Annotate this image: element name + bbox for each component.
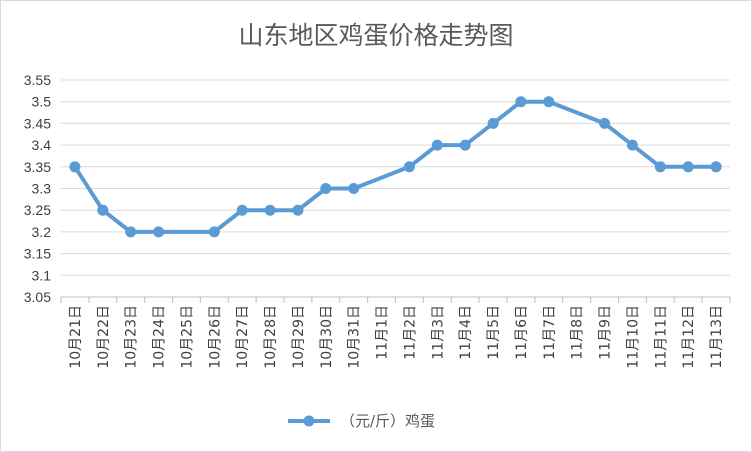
x-tick-label: 11月7日 <box>542 305 558 360</box>
legend-marker-swatch <box>303 415 315 427</box>
x-tick-label: 10月25日 <box>179 305 195 369</box>
data-point-marker <box>459 139 471 151</box>
x-tick-label: 10月30日 <box>319 305 335 369</box>
x-axis-tick-labels: 10月21日 10月22日 10月23日 10月24日 10月25日 10月26日 10月2… <box>68 305 725 369</box>
data-point-marker <box>236 204 248 216</box>
data-point-marker <box>682 161 694 173</box>
data-point-marker <box>626 139 638 151</box>
y-tick-label: 3.5 <box>32 94 52 110</box>
x-tick-label: 11月8日 <box>570 305 586 360</box>
data-point-marker <box>153 226 165 238</box>
data-point-marker <box>292 204 304 216</box>
data-point-marker <box>654 161 666 173</box>
data-point-marker <box>487 117 499 129</box>
x-tick-label: 11月2日 <box>402 305 418 360</box>
x-tick-label: 11月6日 <box>514 305 530 360</box>
x-tick-label: 10月24日 <box>152 305 168 369</box>
y-tick-label: 3.35 <box>24 159 51 175</box>
data-point-marker <box>431 139 443 151</box>
data-point-marker <box>208 226 220 238</box>
x-tick-label: 10月31日 <box>347 305 363 369</box>
x-tick-label: 10月26日 <box>207 305 223 369</box>
x-tick-label: 11月11日 <box>653 305 669 369</box>
data-point-marker <box>125 226 137 238</box>
y-tick-label: 3.45 <box>24 115 51 131</box>
x-tick-label: 10月21日 <box>68 305 84 369</box>
x-tick-label: 11月1日 <box>375 305 391 360</box>
x-tick-label: 11月4日 <box>458 305 474 360</box>
y-tick-label: 3.3 <box>32 181 52 197</box>
data-point-marker <box>264 204 276 216</box>
data-point-marker <box>69 161 81 173</box>
legend: （元/斤）鸡蛋 <box>288 412 435 430</box>
y-tick-label: 3.55 <box>24 72 51 88</box>
x-tick-label: 11月5日 <box>486 305 502 360</box>
grid-lines <box>61 79 730 276</box>
x-tick-label: 10月29日 <box>291 305 307 369</box>
x-tick-label: 11月3日 <box>430 305 446 360</box>
y-tick-label: 3.1 <box>32 267 52 283</box>
y-tick-label: 3.05 <box>24 289 51 305</box>
y-tick-label: 3.4 <box>32 137 52 153</box>
series-line-layer <box>69 96 722 238</box>
chart-title: 山东地区鸡蛋价格走势图 <box>238 21 513 50</box>
data-point-marker <box>515 96 527 108</box>
data-point-marker <box>320 183 332 194</box>
x-axis <box>60 296 731 303</box>
data-point-marker <box>710 161 722 173</box>
x-tick-label: 10月22日 <box>96 305 112 369</box>
y-tick-label: 3.2 <box>32 224 52 240</box>
y-axis-ticks: 3.55 3.5 3.45 3.4 3.35 3.3 3.25 3.2 3.15 3.1 3.05 <box>24 72 51 305</box>
data-point-marker <box>403 161 415 173</box>
x-tick-label: 11月12日 <box>681 305 697 369</box>
x-tick-label: 10月27日 <box>235 305 251 369</box>
x-tick-label: 11月10日 <box>625 305 641 369</box>
y-tick-label: 3.25 <box>24 202 51 218</box>
data-point-marker <box>97 204 109 216</box>
x-tick-label: 10月28日 <box>263 305 279 369</box>
x-tick-label: 11月13日 <box>709 305 725 369</box>
y-tick-label: 3.15 <box>24 246 51 262</box>
data-point-marker <box>599 117 611 129</box>
x-tick-label: 11月9日 <box>598 305 614 360</box>
data-point-marker <box>348 183 360 194</box>
legend-series-label: （元/斤）鸡蛋 <box>340 412 435 430</box>
x-tick-label: 10月23日 <box>124 305 140 369</box>
data-point-marker <box>543 96 555 108</box>
